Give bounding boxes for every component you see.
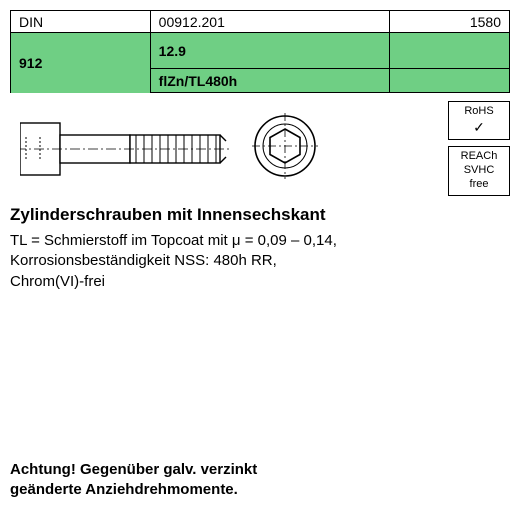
header-row-2: 912 12.9 bbox=[11, 33, 510, 69]
hdr-code: 1580 bbox=[390, 11, 510, 33]
screw-side-view bbox=[20, 117, 230, 181]
reach-line2: SVHC bbox=[449, 164, 509, 178]
reach-badge: REACh SVHC free bbox=[448, 146, 510, 195]
desc-line-1: TL = Schmierstoff im Topcoat mit μ = 0,0… bbox=[10, 231, 510, 251]
hdr-blank-1 bbox=[390, 33, 510, 69]
reach-line3: free bbox=[449, 178, 509, 192]
check-icon: ✓ bbox=[449, 119, 509, 137]
header-table: DIN 00912.201 1580 912 12.9 flZn/TL480h bbox=[10, 10, 510, 93]
product-title: Zylinderschrauben mit Innensechskant bbox=[10, 205, 510, 225]
rohs-label: RoHS bbox=[449, 105, 509, 119]
hdr-din-label: DIN bbox=[11, 11, 151, 33]
hdr-article: 00912.201 bbox=[150, 11, 390, 33]
hdr-blank-2 bbox=[390, 69, 510, 93]
diagram-area: RoHS ✓ REACh SVHC free bbox=[10, 101, 510, 201]
screw-front-view bbox=[250, 111, 320, 181]
hdr-strength: 12.9 bbox=[150, 33, 390, 69]
warning-note: Achtung! Gegenüber galv. verzinkt geände… bbox=[10, 460, 257, 501]
hdr-finish: flZn/TL480h bbox=[150, 69, 390, 93]
description: TL = Schmierstoff im Topcoat mit μ = 0,0… bbox=[10, 231, 510, 292]
warning-line-2: geänderte Anziehdrehmomente. bbox=[10, 480, 257, 500]
compliance-badges: RoHS ✓ REACh SVHC free bbox=[448, 101, 510, 196]
rohs-badge: RoHS ✓ bbox=[448, 101, 510, 140]
reach-line1: REACh bbox=[449, 150, 509, 164]
desc-line-3: Chrom(VI)-frei bbox=[10, 272, 510, 292]
hdr-din-number: 912 bbox=[11, 33, 151, 93]
desc-line-2: Korrosionsbeständigkeit NSS: 480h RR, bbox=[10, 251, 510, 271]
warning-line-1: Achtung! Gegenüber galv. verzinkt bbox=[10, 460, 257, 480]
header-row-1: DIN 00912.201 1580 bbox=[11, 11, 510, 33]
